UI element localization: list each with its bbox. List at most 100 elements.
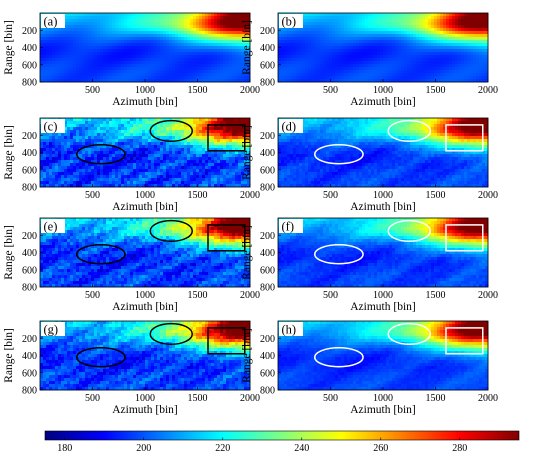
heatmap-cell: [46, 136, 50, 140]
heatmap-cell: [148, 25, 152, 29]
heatmap-cell: [67, 22, 71, 26]
heatmap-cell: [329, 43, 333, 47]
heatmap-cell: [112, 178, 116, 182]
heatmap-cell: [139, 154, 143, 158]
heatmap-cell: [61, 64, 65, 68]
heatmap-cell: [67, 157, 71, 161]
heatmap-cell: [244, 22, 248, 26]
heatmap-cell: [184, 127, 188, 131]
heatmap-cell: [151, 61, 155, 65]
heatmap-cell: [374, 118, 378, 122]
heatmap-cell: [374, 25, 378, 29]
heatmap-cell: [217, 181, 221, 185]
heatmap-cell: [133, 151, 137, 155]
heatmap-cell: [419, 79, 423, 83]
heatmap-cell: [193, 34, 197, 38]
heatmap-cell: [163, 58, 167, 62]
heatmap-cell: [335, 28, 339, 32]
heatmap-cell: [311, 19, 315, 23]
heatmap-cell: [160, 31, 164, 35]
heatmap-cell: [482, 46, 486, 50]
heatmap-cell: [115, 19, 119, 23]
heatmap-cell: [58, 43, 62, 47]
heatmap-cell: [281, 61, 285, 65]
heatmap-cell: [422, 43, 426, 47]
heatmap-cell: [136, 31, 140, 35]
heatmap-cell: [287, 61, 291, 65]
heatmap-cell: [130, 136, 134, 140]
heatmap-cell: [76, 184, 80, 188]
heatmap-cell: [46, 166, 50, 170]
heatmap-cell: [184, 181, 188, 185]
heatmap-cell: [58, 49, 62, 53]
heatmap-cell: [458, 73, 462, 77]
heatmap-cell: [410, 73, 414, 77]
heatmap-cell: [320, 25, 324, 29]
heatmap-cell: [362, 79, 366, 83]
heatmap-cell: [100, 136, 104, 140]
heatmap-cell: [46, 31, 50, 35]
heatmap-cell: [341, 70, 345, 74]
heatmap-cell: [145, 43, 149, 47]
heatmap-cell: [305, 19, 309, 23]
heatmap-cell: [455, 31, 459, 35]
heatmap-cell: [70, 136, 74, 140]
heatmap-cell: [193, 37, 197, 41]
heatmap-cell: [208, 46, 212, 50]
heatmap-cell: [142, 37, 146, 41]
heatmap-cell: [145, 175, 149, 179]
heatmap-cell: [356, 49, 360, 53]
heatmap-cell: [148, 169, 152, 173]
heatmap-cell: [79, 130, 83, 134]
heatmap-cell: [97, 139, 101, 143]
heatmap-cell: [461, 79, 465, 83]
heatmap-cell: [217, 127, 221, 131]
heatmap-cell: [40, 136, 44, 140]
heatmap-cell: [404, 67, 408, 71]
heatmap-cell: [359, 37, 363, 41]
heatmap-cell: [338, 40, 342, 44]
heatmap-cell: [73, 79, 77, 83]
heatmap-cell: [118, 61, 122, 65]
heatmap-cell: [61, 58, 65, 62]
heatmap-cell: [287, 46, 291, 50]
heatmap-cell: [43, 184, 47, 188]
heatmap-cell: [350, 22, 354, 26]
heatmap-cell: [332, 22, 336, 26]
heatmap-cell: [320, 37, 324, 41]
heatmap-cell: [214, 16, 218, 20]
heatmap-cell: [163, 61, 167, 65]
heatmap-cell: [121, 163, 125, 167]
heatmap-cell: [52, 46, 56, 50]
heatmap-cell: [235, 136, 239, 140]
heatmap-cell: [470, 118, 474, 122]
heatmap-cell: [244, 133, 248, 137]
heatmap-cell: [434, 46, 438, 50]
heatmap-cell: [377, 55, 381, 59]
heatmap-cell: [49, 178, 53, 182]
heatmap-cell: [362, 37, 366, 41]
heatmap-cell: [82, 136, 86, 140]
heatmap-cell: [320, 19, 324, 23]
heatmap-cell: [193, 76, 197, 80]
heatmap-cell: [401, 64, 405, 68]
heatmap-cell: [211, 61, 215, 65]
heatmap-cell: [404, 25, 408, 29]
heatmap-cell: [88, 55, 92, 59]
heatmap-cell: [380, 70, 384, 74]
heatmap-cell: [407, 52, 411, 56]
heatmap-cell: [142, 157, 146, 161]
heatmap-cell: [178, 31, 182, 35]
heatmap-cell: [187, 73, 191, 77]
heatmap-cell: [485, 64, 489, 68]
heatmap-cell: [217, 136, 221, 140]
heatmap-cell: [43, 133, 47, 137]
heatmap-cell: [329, 58, 333, 62]
heatmap-cell: [404, 43, 408, 47]
heatmap-cell: [335, 22, 339, 26]
heatmap-cell: [121, 154, 125, 158]
heatmap-cell: [386, 25, 390, 29]
heatmap-cell: [205, 139, 209, 143]
heatmap-cell: [302, 46, 306, 50]
